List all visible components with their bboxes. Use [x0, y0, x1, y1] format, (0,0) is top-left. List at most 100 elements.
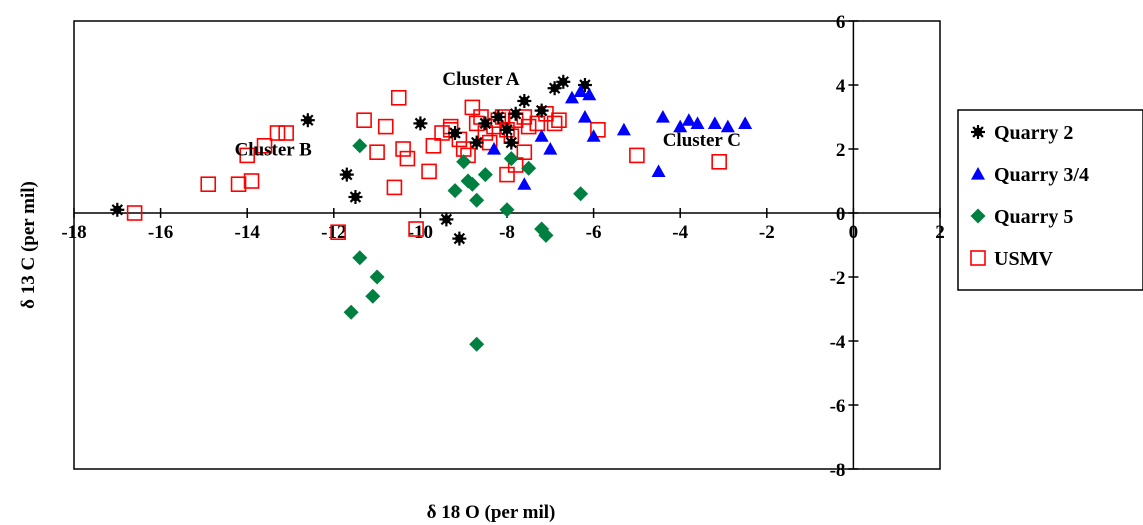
- legend-marker: [971, 125, 985, 139]
- data-point: [200, 176, 217, 192]
- data-points: [110, 74, 753, 352]
- cluster-annotation: Cluster C: [663, 130, 741, 151]
- data-point: [508, 106, 523, 121]
- data-point: [543, 142, 558, 155]
- data-point: [377, 118, 394, 135]
- data-point: [590, 122, 606, 138]
- data-point: [720, 119, 735, 133]
- data-point: [399, 150, 416, 167]
- y-tick-label: -2: [830, 268, 846, 289]
- data-point: [582, 87, 597, 101]
- x-tick-label: 0: [849, 222, 859, 243]
- x-tick-label: -16: [148, 222, 173, 243]
- data-point: [517, 177, 532, 190]
- x-tick-label: -4: [672, 222, 688, 243]
- data-point: [464, 99, 481, 116]
- data-point: [487, 142, 502, 155]
- x-tick-label: -8: [499, 222, 515, 243]
- data-point: [573, 84, 588, 97]
- data-point: [330, 224, 346, 240]
- data-point: [126, 205, 143, 221]
- legend-marker: [971, 167, 985, 180]
- data-point: [390, 90, 407, 106]
- data-point: [478, 116, 493, 131]
- legend: Quarry 2 Quarry 3/4 Quarry 5 USMV: [957, 109, 1143, 291]
- x-tick-label: -12: [321, 222, 346, 243]
- data-point: [421, 163, 437, 180]
- data-point: [673, 119, 688, 133]
- data-point: [655, 110, 670, 123]
- data-point: [243, 173, 260, 189]
- data-point: [395, 141, 411, 157]
- legend-label: Quarry 3/4: [994, 164, 1089, 186]
- x-tick-label: 2: [935, 222, 945, 243]
- cluster-annotation: Cluster B: [235, 139, 313, 160]
- data-point: [469, 192, 485, 208]
- data-point: [386, 179, 403, 196]
- data-point: [269, 125, 286, 141]
- data-point: [504, 135, 519, 150]
- y-tick-label: 0: [836, 204, 846, 225]
- data-point: [369, 269, 385, 285]
- legend-label: Quarry 2: [994, 122, 1073, 144]
- data-point: [365, 288, 381, 304]
- plot-frame: [73, 20, 941, 470]
- x-tick-label: -6: [586, 222, 602, 243]
- data-point: [256, 138, 273, 154]
- data-point: [651, 164, 666, 177]
- data-point: [278, 125, 294, 141]
- y-tick-label: 4: [836, 76, 846, 97]
- x-tick-label: -18: [61, 222, 86, 243]
- data-point: [738, 116, 753, 129]
- series-usmv: [126, 90, 727, 240]
- data-point: [352, 250, 368, 266]
- data-point: [352, 138, 368, 154]
- data-point: [343, 304, 359, 320]
- y-tick-label: 6: [836, 12, 846, 33]
- series-quarry-2: [110, 74, 592, 246]
- data-point: [538, 227, 554, 243]
- data-point: [447, 183, 463, 199]
- data-point: [110, 202, 125, 217]
- legend-entry: Quarry 2: [971, 122, 1073, 144]
- axes: -18 -16 -14 -12 -10 -8 -6 -4 -2 0 2 6 4 2 0 -2 -4 -6 -8: [61, 12, 944, 481]
- data-point: [681, 113, 696, 126]
- data-point: [521, 160, 537, 176]
- data-point: [413, 116, 428, 131]
- data-point: [469, 135, 484, 150]
- data-point: [408, 221, 424, 237]
- y-tick-label: 2: [836, 140, 846, 161]
- y-tick-label: -4: [830, 332, 846, 353]
- data-point: [690, 116, 705, 129]
- data-point: [356, 112, 372, 128]
- data-point: [339, 167, 354, 182]
- y-tick-label: -8: [830, 460, 846, 481]
- cluster-annotation: Cluster A: [442, 69, 520, 90]
- data-point: [452, 231, 467, 246]
- data-point: [300, 113, 315, 128]
- data-point: [516, 144, 533, 160]
- data-point: [503, 151, 519, 167]
- data-point: [425, 138, 442, 154]
- data-point: [529, 115, 546, 132]
- data-point: [439, 212, 454, 227]
- y-axis-title: δ 13 C (per mil): [18, 181, 39, 309]
- data-point: [464, 176, 480, 192]
- data-point: [629, 147, 645, 164]
- data-point: [711, 154, 727, 170]
- data-point: [500, 122, 514, 137]
- data-point: [547, 81, 562, 96]
- data-point: [573, 186, 589, 202]
- legend-entry: USMV: [970, 248, 1053, 270]
- data-point: [230, 176, 247, 192]
- data-point: [564, 90, 579, 104]
- series-quarry-3-4: [487, 84, 753, 190]
- legend-frame: [957, 109, 1143, 291]
- data-point: [616, 122, 631, 136]
- data-point: [369, 144, 385, 160]
- x-axis-title: δ 18 O (per mil): [427, 502, 556, 523]
- data-point: [469, 336, 485, 352]
- data-point: [534, 103, 549, 118]
- data-point: [517, 94, 532, 108]
